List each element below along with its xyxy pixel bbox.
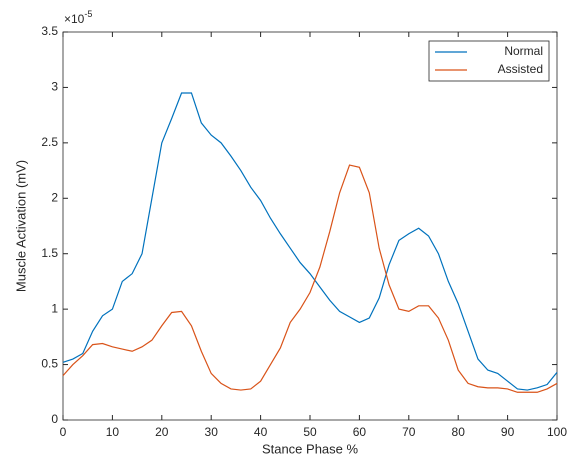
x-tick-label: 100 [547,425,567,439]
x-tick-label: 40 [254,425,268,439]
y-tick-label: 1.5 [41,246,58,260]
x-tick-label: 0 [60,425,67,439]
x-tick-label: 50 [303,425,317,439]
x-tick-label: 80 [452,425,466,439]
x-axis-label: Stance Phase % [262,441,359,456]
multiplier-base: ×10 [64,12,85,26]
y-axis-label: Muscle Activation (mV) [13,160,28,292]
multiplier-exponent: -5 [84,9,92,19]
data-line [62,164,558,393]
y-multiplier: ×10-5 [64,9,92,26]
legend-box [428,40,550,82]
x-tick-label: 30 [205,425,219,439]
y-tick-label: 3.5 [41,24,58,38]
y-tick-label: 0 [51,412,58,426]
y-tick-label: 3 [51,80,58,94]
legend-label: Normal [504,44,543,58]
legend-label: Assisted [498,62,543,76]
x-tick-label: 90 [501,425,515,439]
x-tick-label: 70 [402,425,416,439]
x-tick-label: 10 [106,425,120,439]
y-tick-label: 0.5 [41,357,58,371]
y-tick-label: 2.5 [41,135,58,149]
x-tick-label: 60 [353,425,367,439]
y-tick-label: 2 [51,190,58,204]
x-tick-label: 20 [155,425,169,439]
y-tick-label: 1 [51,301,58,315]
plot-area [62,31,558,421]
data-line [62,92,558,391]
